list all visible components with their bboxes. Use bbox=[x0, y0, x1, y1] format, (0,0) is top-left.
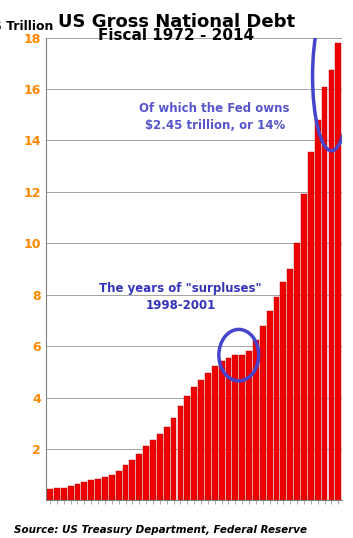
Bar bbox=[226, 358, 231, 500]
Bar bbox=[82, 483, 87, 500]
Text: The years of "surpluses"
1998-2001: The years of "surpluses" 1998-2001 bbox=[99, 282, 262, 312]
Bar bbox=[143, 446, 149, 500]
Bar bbox=[150, 440, 156, 500]
Bar bbox=[281, 281, 286, 500]
Bar bbox=[136, 454, 142, 500]
Bar bbox=[47, 489, 53, 500]
Bar bbox=[287, 269, 293, 500]
Bar bbox=[122, 465, 128, 500]
Bar bbox=[219, 362, 225, 500]
Bar bbox=[164, 427, 169, 500]
Bar bbox=[109, 475, 115, 500]
Bar bbox=[74, 484, 80, 500]
Bar bbox=[116, 471, 121, 500]
Bar bbox=[191, 387, 197, 500]
Bar bbox=[178, 406, 183, 500]
Bar bbox=[267, 310, 273, 500]
Bar bbox=[205, 373, 211, 500]
Bar bbox=[308, 152, 314, 500]
Bar bbox=[212, 366, 218, 500]
Bar bbox=[246, 351, 252, 500]
Bar bbox=[232, 355, 238, 500]
Bar bbox=[239, 355, 245, 500]
Bar bbox=[274, 296, 280, 500]
Bar bbox=[54, 489, 60, 500]
Text: $ Trillion: $ Trillion bbox=[0, 20, 53, 33]
Bar bbox=[61, 488, 67, 500]
Bar bbox=[198, 380, 204, 500]
Text: Fiscal 1972 - 2014: Fiscal 1972 - 2014 bbox=[98, 28, 255, 43]
Bar bbox=[157, 434, 163, 500]
Bar bbox=[95, 479, 101, 500]
Bar bbox=[322, 87, 328, 500]
Bar bbox=[315, 120, 321, 500]
Bar bbox=[130, 460, 135, 500]
Text: Of which the Fed owns
$2.45 trillion, or 14%: Of which the Fed owns $2.45 trillion, or… bbox=[139, 102, 290, 132]
Text: US Gross National Debt: US Gross National Debt bbox=[58, 13, 295, 31]
Bar bbox=[253, 340, 259, 500]
Bar bbox=[88, 480, 94, 500]
Bar bbox=[68, 486, 73, 500]
Bar bbox=[329, 70, 334, 500]
Bar bbox=[294, 243, 300, 500]
Bar bbox=[184, 396, 190, 500]
Bar bbox=[170, 418, 176, 500]
Bar bbox=[301, 194, 307, 500]
Bar bbox=[260, 326, 266, 500]
Bar bbox=[102, 477, 108, 500]
Bar bbox=[335, 43, 341, 500]
Text: Source: US Treasury Department, Federal Reserve: Source: US Treasury Department, Federal … bbox=[14, 525, 307, 535]
